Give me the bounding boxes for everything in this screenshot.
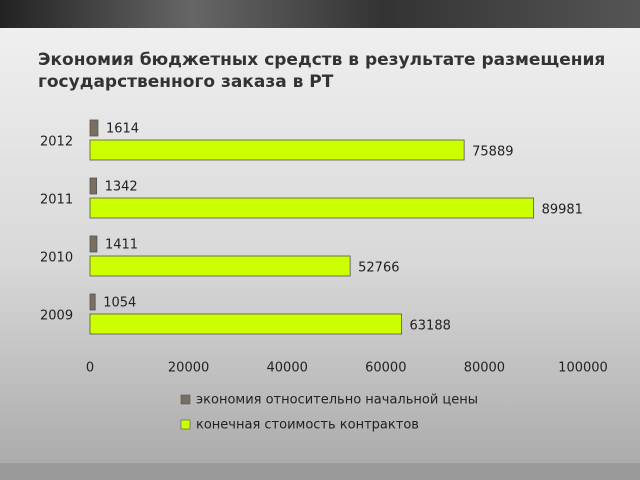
data-label: 1411 bbox=[105, 238, 138, 253]
data-label: 1342 bbox=[105, 180, 138, 195]
legend-swatch bbox=[180, 394, 191, 405]
legend-swatch bbox=[180, 419, 191, 430]
y-tick-label: 2011 bbox=[40, 193, 73, 208]
footer-strip bbox=[0, 463, 640, 480]
data-label: 75889 bbox=[472, 145, 513, 160]
data-label: 1614 bbox=[106, 122, 139, 137]
data-label: 63188 bbox=[410, 319, 451, 334]
bar bbox=[89, 293, 96, 311]
y-tick-label: 2010 bbox=[40, 251, 73, 266]
bar bbox=[89, 119, 99, 137]
x-tick-label: 80000 bbox=[464, 361, 505, 376]
y-tick-label: 2009 bbox=[40, 309, 73, 324]
header-image bbox=[0, 0, 640, 28]
bar bbox=[89, 197, 535, 219]
x-tick-label: 100000 bbox=[558, 361, 608, 376]
legend-label: экономия относительно начальной цены bbox=[196, 393, 478, 408]
bar bbox=[89, 235, 98, 253]
x-tick-label: 60000 bbox=[365, 361, 406, 376]
bar bbox=[89, 177, 98, 195]
chart-title: Экономия бюджетных средств в результате … bbox=[38, 50, 605, 92]
bar bbox=[89, 313, 402, 335]
y-tick-label: 2012 bbox=[40, 135, 73, 150]
data-label: 89981 bbox=[542, 203, 583, 218]
data-label: 52766 bbox=[358, 261, 399, 276]
data-label: 1054 bbox=[103, 296, 136, 311]
legend-label: конечная стоимость контрактов bbox=[196, 418, 419, 433]
x-tick-label: 0 bbox=[86, 361, 94, 376]
x-tick-label: 20000 bbox=[168, 361, 209, 376]
bar bbox=[89, 255, 351, 277]
x-tick-label: 40000 bbox=[267, 361, 308, 376]
bar bbox=[89, 139, 465, 161]
